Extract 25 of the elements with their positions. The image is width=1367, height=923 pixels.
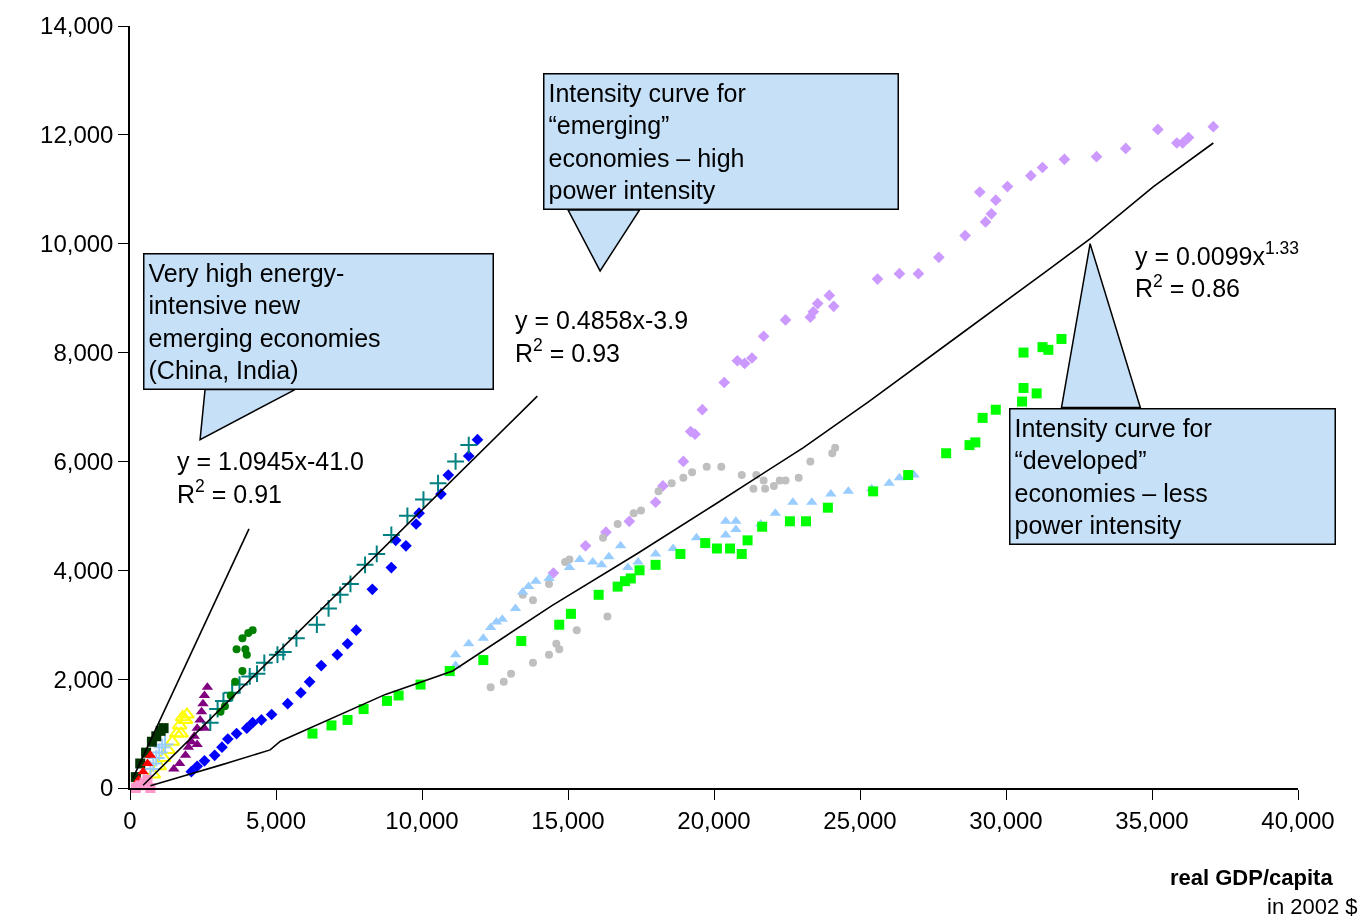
y-tick-label: 8,000 [53, 338, 114, 366]
x-tick-label: 35,000 [1115, 806, 1189, 834]
annotation: Intensity curve for “developed” economies – less power intensity [1014, 413, 1212, 539]
y-tick-label: 6,000 [53, 447, 114, 475]
x-tick-label: 15,000 [531, 806, 605, 834]
x-tick-label: 10,000 [385, 806, 459, 834]
annotation: Intensity curve for “emerging” economies – high power intensity [548, 78, 746, 204]
x-tick-label: 20,000 [677, 806, 751, 834]
y-tick-label: 14,000 [40, 12, 114, 40]
y-tick-label: 2,000 [53, 665, 114, 693]
text: y = 0.0099x$^{1.33}$ R$^{2}$ = 0.86 [1135, 238, 1300, 302]
x-tick-label: 25,000 [823, 806, 897, 834]
y-tick-label: 12,000 [40, 121, 114, 149]
annotation: y = 1.0945x-41.0 R$^{2}$ = 0.91 [177, 447, 364, 508]
y-tick-label: 0 [100, 774, 114, 802]
x-axis-title: real GDP/capita [1170, 865, 1334, 890]
y-tick-label: 4,000 [53, 556, 114, 584]
x-tick-label: 30,000 [969, 806, 1043, 834]
x-tick-label: 0 [123, 806, 137, 834]
annotation: y = 0.4858x-3.9 R$^{2}$ = 0.93 [515, 306, 689, 367]
text: in 2002 $ [1267, 894, 1358, 919]
x-tick-label: 40,000 [1261, 806, 1335, 834]
x-tick-label: 5,000 [245, 806, 307, 834]
annotation: Very high energy- intensive new emerging economies (China, India) [148, 258, 381, 384]
y-tick-label: 10,000 [40, 230, 114, 258]
